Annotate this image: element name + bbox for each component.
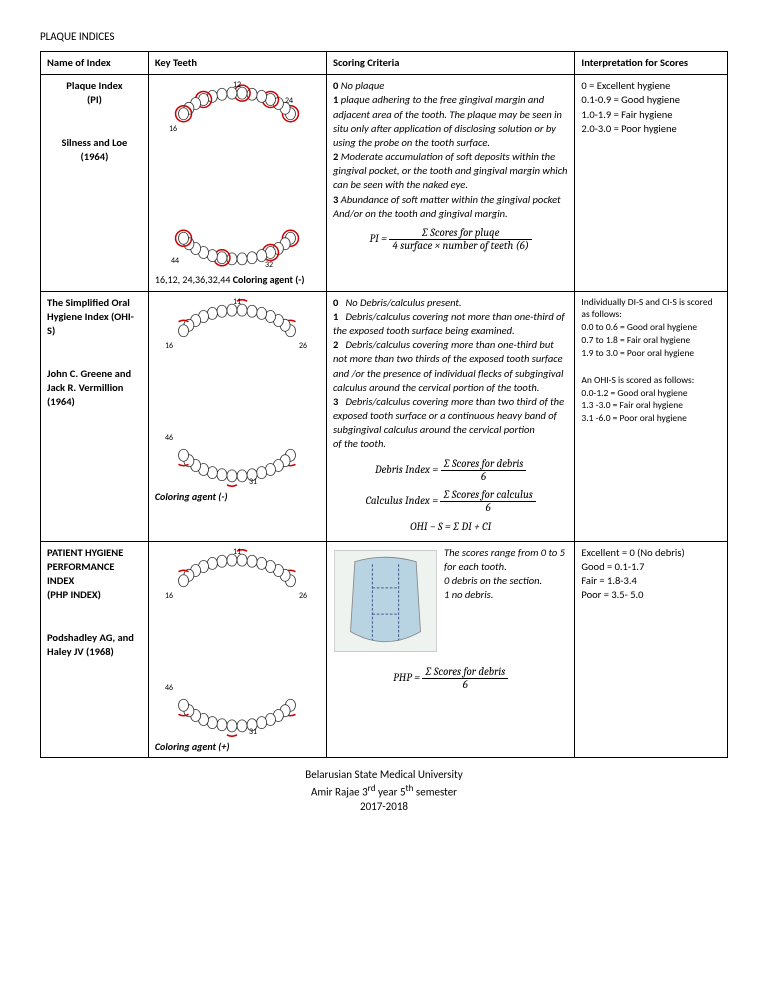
svg-text:26: 26 (299, 591, 307, 601)
scoring-cell: 0 No Debris/calculus present.1 Debris/ca… (327, 291, 575, 541)
table-row: Plaque Index(PI) Silness and Loe(1964) 1… (41, 75, 728, 292)
key-teeth-cell: 12 24 16 44 32 16,12, 24,36,32,44 Coloring a… (148, 75, 326, 292)
svg-text:46: 46 (165, 683, 173, 693)
score-item: gingival pocket, or the tooth and gingiv… (333, 164, 568, 192)
header-score: Scoring Criteria (327, 52, 575, 75)
scoring-cell: The scores range from 0 to 5 for each to… (327, 541, 575, 758)
score-item: 3 Debris/calculus covering more than two… (333, 395, 568, 438)
score-item: 2 Moderate accumulation of soft deposits… (333, 150, 568, 164)
teeth-arch-icon: 12 24 16 44 32 (157, 81, 317, 271)
index-name-cell: The Simplified Oral Hygiene Index (OHI-S… (41, 291, 149, 541)
page-title: PLAQUE INDICES (40, 30, 728, 43)
teeth-caption: Coloring agent (-) (155, 490, 320, 504)
teeth-caption: Coloring agent (+) (155, 740, 320, 754)
svg-text:32: 32 (265, 260, 273, 270)
header-teeth: Key Teeth (148, 52, 326, 75)
svg-text:24: 24 (285, 96, 293, 106)
formula: PI = ∑ Scores for pluqe4 surface × numbe… (333, 227, 568, 252)
header-name: Name of Index (41, 52, 149, 75)
svg-text:16: 16 (165, 341, 173, 351)
svg-text:16: 16 (169, 124, 177, 134)
score-item: 0 No Debris/calculus present. (333, 296, 568, 310)
header-interp: Interpretation for Scores (575, 52, 728, 75)
svg-text:46: 46 (165, 433, 173, 443)
interp-cell: Individually DI-S and CI-S is scored as … (575, 291, 728, 541)
tooth-section-icon (333, 546, 438, 656)
formula: OHI − S = ∑ DI + CI (333, 520, 568, 535)
svg-text:16: 16 (165, 591, 173, 601)
footer: Belarusian State Medical University Amir… (40, 768, 728, 814)
score-item: calculus around the cervical portion of … (333, 381, 568, 395)
svg-text:31: 31 (249, 727, 257, 737)
teeth-arch-icon: 11 26 16 46 31 (157, 548, 317, 738)
formula: PHP = ∑ Scores for debris6 (333, 666, 568, 691)
footer-line2: Amir Rajae 3rd year 5th semester (40, 783, 728, 800)
formula: Debris Index = ∑ Scores for debris6 (333, 458, 568, 483)
footer-line3: 2017-2018 (40, 800, 728, 814)
key-teeth-cell: 11 26 16 46 31 Coloring agent (+) (148, 541, 326, 758)
formula: Calculus Index = ∑ Scores for calculus6 (333, 489, 568, 514)
interp-cell: 0 = Excellent hygiene0.1-0.9 = Good hygi… (575, 75, 728, 292)
footer-line1: Belarusian State Medical University (40, 768, 728, 782)
score-item: and /or the presence of individual fleck… (333, 367, 568, 381)
score-item: 1 plaque adhering to the free gingival m… (333, 93, 568, 150)
interp-cell: Excellent = 0 (No debris)Good = 0.1-1.7F… (575, 541, 728, 758)
score-item: 0 No plaque (333, 79, 568, 93)
teeth-caption: 16,12, 24,36,32,44 Coloring agent (-) (155, 273, 320, 287)
svg-text:12: 12 (233, 81, 241, 90)
key-teeth-cell: 11 26 16 46 31 Coloring agent (-) (148, 291, 326, 541)
score-item: 3 Abundance of soft matter within the gi… (333, 193, 568, 207)
table-row: PATIENT HYGIENE PERFORMANCE INDEX(PHP IN… (41, 541, 728, 758)
teeth-arch-icon: 11 26 16 46 31 (157, 298, 317, 488)
svg-text:26: 26 (299, 341, 307, 351)
index-name-cell: PATIENT HYGIENE PERFORMANCE INDEX(PHP IN… (41, 541, 149, 758)
score-note: The scores range from 0 to 5 for each to… (444, 546, 568, 603)
scoring-cell: 0 No plaque1 plaque adhering to the free… (327, 75, 575, 292)
svg-text:11: 11 (233, 548, 241, 557)
indices-table: Name of Index Key Teeth Scoring Criteria… (40, 51, 728, 758)
score-item: 1 Debris/calculus covering not more than… (333, 310, 568, 338)
table-row: The Simplified Oral Hygiene Index (OHI-S… (41, 291, 728, 541)
index-name-cell: Plaque Index(PI) Silness and Loe(1964) (41, 75, 149, 292)
svg-text:31: 31 (249, 477, 257, 487)
score-item: And/or on the tooth and gingival margin. (333, 207, 568, 221)
score-item: of the tooth. (333, 437, 568, 451)
svg-text:44: 44 (171, 256, 179, 266)
score-item: 2 Debris/calculus covering more than one… (333, 338, 568, 366)
svg-text:11: 11 (233, 298, 241, 307)
